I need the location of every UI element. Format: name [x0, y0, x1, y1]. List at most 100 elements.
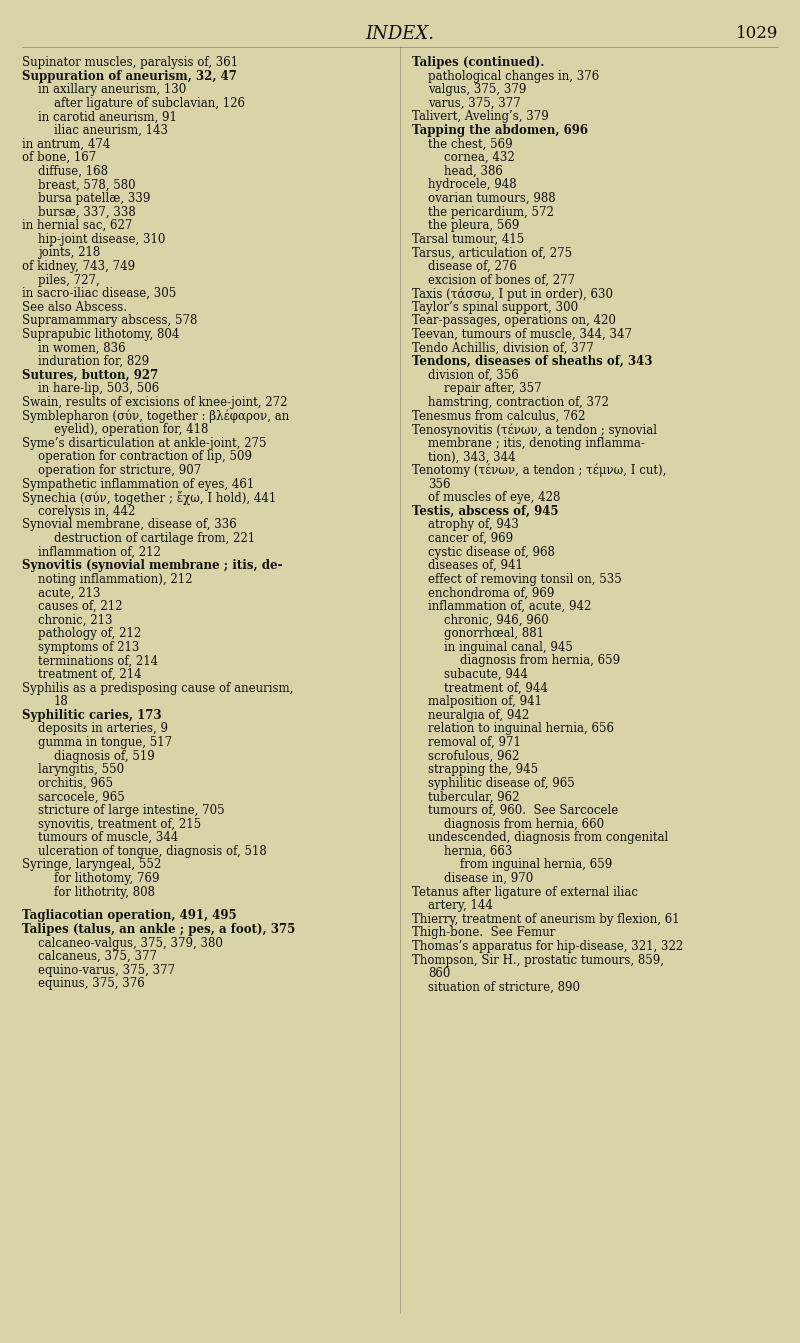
Text: malposition of, 941: malposition of, 941	[428, 696, 542, 708]
Text: tion), 343, 344: tion), 343, 344	[428, 450, 516, 463]
Text: in axillary aneurism, 130: in axillary aneurism, 130	[38, 83, 186, 97]
Text: Synechia (σύν, together ; ἔχω, I hold), 441: Synechia (σύν, together ; ἔχω, I hold), …	[22, 492, 276, 505]
Text: subacute, 944: subacute, 944	[444, 667, 528, 681]
Text: deposits in arteries, 9: deposits in arteries, 9	[38, 723, 168, 736]
Text: Syme’s disarticulation at ankle-joint, 275: Syme’s disarticulation at ankle-joint, 2…	[22, 436, 266, 450]
Text: terminations of, 214: terminations of, 214	[38, 654, 158, 667]
Text: operation for contraction of lip, 509: operation for contraction of lip, 509	[38, 450, 252, 463]
Text: operation for stricture, 907: operation for stricture, 907	[38, 463, 202, 477]
Text: hamstring, contraction of, 372: hamstring, contraction of, 372	[428, 396, 609, 410]
Text: piles, 727,: piles, 727,	[38, 274, 100, 286]
Text: See also Abscess.: See also Abscess.	[22, 301, 127, 314]
Text: chronic, 946, 960: chronic, 946, 960	[444, 614, 549, 627]
Text: diffuse, 168: diffuse, 168	[38, 165, 108, 177]
Text: corelysis in, 442: corelysis in, 442	[38, 505, 135, 518]
Text: calcaneus, 375, 377: calcaneus, 375, 377	[38, 951, 157, 963]
Text: symptoms of 213: symptoms of 213	[38, 641, 139, 654]
Text: INDEX.: INDEX.	[366, 26, 434, 43]
Text: Taylor’s spinal support, 300: Taylor’s spinal support, 300	[412, 301, 578, 314]
Text: valgus, 375, 379: valgus, 375, 379	[428, 83, 526, 97]
Text: scrofulous, 962: scrofulous, 962	[428, 749, 519, 763]
Text: in women, 836: in women, 836	[38, 341, 126, 355]
Text: ovarian tumours, 988: ovarian tumours, 988	[428, 192, 556, 205]
Text: acute, 213: acute, 213	[38, 587, 101, 599]
Text: excision of bones of, 277: excision of bones of, 277	[428, 274, 575, 286]
Text: Sympathetic inflammation of eyes, 461: Sympathetic inflammation of eyes, 461	[22, 478, 254, 490]
Text: from inguinal hernia, 659: from inguinal hernia, 659	[460, 858, 612, 872]
Text: gumma in tongue, 517: gumma in tongue, 517	[38, 736, 172, 749]
Text: Syphilis as a predisposing cause of aneurism,: Syphilis as a predisposing cause of aneu…	[22, 682, 294, 694]
Text: membrane ; itis, denoting inflamma-: membrane ; itis, denoting inflamma-	[428, 436, 645, 450]
Text: enchondroma of, 969: enchondroma of, 969	[428, 587, 554, 599]
Text: Tendons, diseases of sheaths of, 343: Tendons, diseases of sheaths of, 343	[412, 355, 653, 368]
Text: pathological changes in, 376: pathological changes in, 376	[428, 70, 599, 83]
Text: 860: 860	[428, 967, 450, 980]
Text: synovitis, treatment of, 215: synovitis, treatment of, 215	[38, 818, 201, 830]
Text: inflammation of, acute, 942: inflammation of, acute, 942	[428, 600, 591, 612]
Text: for lithotomy, 769: for lithotomy, 769	[54, 872, 159, 885]
Text: disease of, 276: disease of, 276	[428, 261, 517, 273]
Text: relation to inguinal hernia, 656: relation to inguinal hernia, 656	[428, 723, 614, 736]
Text: cornea, 432: cornea, 432	[444, 152, 514, 164]
Text: laryngitis, 550: laryngitis, 550	[38, 763, 124, 776]
Text: strapping the, 945: strapping the, 945	[428, 763, 538, 776]
Text: 356: 356	[428, 478, 450, 490]
Text: pathology of, 212: pathology of, 212	[38, 627, 142, 641]
Text: Tapping the abdomen, 696: Tapping the abdomen, 696	[412, 124, 588, 137]
Text: situation of stricture, 890: situation of stricture, 890	[428, 980, 580, 994]
Text: Supramammary abscess, 578: Supramammary abscess, 578	[22, 314, 198, 328]
Text: artery, 144: artery, 144	[428, 900, 493, 912]
Text: Syphilitic caries, 173: Syphilitic caries, 173	[22, 709, 162, 721]
Text: head, 386: head, 386	[444, 165, 503, 177]
Text: noting inflammation), 212: noting inflammation), 212	[38, 573, 193, 586]
Text: the pleura, 569: the pleura, 569	[428, 219, 519, 232]
Text: stricture of large intestine, 705: stricture of large intestine, 705	[38, 804, 225, 817]
Text: in carotid aneurism, 91: in carotid aneurism, 91	[38, 110, 177, 124]
Text: division of, 356: division of, 356	[428, 369, 518, 381]
Text: for lithotrity, 808: for lithotrity, 808	[54, 885, 155, 898]
Text: bursa patellæ, 339: bursa patellæ, 339	[38, 192, 150, 205]
Text: syphilitic disease of, 965: syphilitic disease of, 965	[428, 776, 574, 790]
Text: in inguinal canal, 945: in inguinal canal, 945	[444, 641, 573, 654]
Text: Talipes (talus, an ankle ; pes, a foot), 375: Talipes (talus, an ankle ; pes, a foot),…	[22, 923, 295, 936]
Text: Tendo Achillis, division of, 377: Tendo Achillis, division of, 377	[412, 341, 594, 355]
Text: Tenosynovitis (τένων, a tendon ; synovial: Tenosynovitis (τένων, a tendon ; synovia…	[412, 423, 657, 436]
Text: disease in, 970: disease in, 970	[444, 872, 534, 885]
Text: Tarsal tumour, 415: Tarsal tumour, 415	[412, 232, 524, 246]
Text: Supinator muscles, paralysis of, 361: Supinator muscles, paralysis of, 361	[22, 56, 238, 68]
Text: Thompson, Sir H., prostatic tumours, 859,: Thompson, Sir H., prostatic tumours, 859…	[412, 954, 664, 967]
Text: induration for, 829: induration for, 829	[38, 355, 149, 368]
Text: sarcocele, 965: sarcocele, 965	[38, 791, 125, 803]
Text: Symblepharon (σύν, together : βλέφαρον, an: Symblepharon (σύν, together : βλέφαρον, …	[22, 410, 290, 423]
Text: Tenotomy (τένων, a tendon ; τέμνω, I cut),: Tenotomy (τένων, a tendon ; τέμνω, I cut…	[412, 463, 666, 478]
Text: eyelid), operation for, 418: eyelid), operation for, 418	[54, 423, 208, 436]
Text: hydrocele, 948: hydrocele, 948	[428, 179, 517, 192]
Text: Suppuration of aneurism, 32, 47: Suppuration of aneurism, 32, 47	[22, 70, 237, 83]
Text: treatment of, 214: treatment of, 214	[38, 667, 142, 681]
Text: tumours of muscle, 344: tumours of muscle, 344	[38, 831, 178, 845]
Text: 1029: 1029	[736, 26, 778, 42]
Text: Syringe, laryngeal, 552: Syringe, laryngeal, 552	[22, 858, 162, 872]
Text: joints, 218: joints, 218	[38, 246, 100, 259]
Text: Taxis (τάσσω, I put in order), 630: Taxis (τάσσω, I put in order), 630	[412, 287, 613, 301]
Text: varus, 375, 377: varus, 375, 377	[428, 97, 521, 110]
Text: repair after, 357: repair after, 357	[444, 383, 542, 395]
Text: in hare-lip, 503, 506: in hare-lip, 503, 506	[38, 383, 159, 395]
Text: diagnosis from hernia, 659: diagnosis from hernia, 659	[460, 654, 620, 667]
Text: tubercular, 962: tubercular, 962	[428, 791, 519, 803]
Text: effect of removing tonsil on, 535: effect of removing tonsil on, 535	[428, 573, 622, 586]
Text: Testis, abscess of, 945: Testis, abscess of, 945	[412, 505, 558, 518]
Text: destruction of cartilage from, 221: destruction of cartilage from, 221	[54, 532, 255, 545]
Text: the pericardium, 572: the pericardium, 572	[428, 205, 554, 219]
Text: inflammation of, 212: inflammation of, 212	[38, 545, 161, 559]
Text: calcaneo-valgus, 375, 379, 380: calcaneo-valgus, 375, 379, 380	[38, 936, 223, 950]
Text: cancer of, 969: cancer of, 969	[428, 532, 513, 545]
Text: of muscles of eye, 428: of muscles of eye, 428	[428, 492, 560, 504]
Text: Thomas’s apparatus for hip-disease, 321, 322: Thomas’s apparatus for hip-disease, 321,…	[412, 940, 683, 954]
Text: diseases of, 941: diseases of, 941	[428, 559, 523, 572]
Text: diagnosis from hernia, 660: diagnosis from hernia, 660	[444, 818, 604, 830]
Text: Sutures, button, 927: Sutures, button, 927	[22, 369, 158, 381]
Text: Synovial membrane, disease of, 336: Synovial membrane, disease of, 336	[22, 518, 237, 532]
Text: gonorrhœal, 881: gonorrhœal, 881	[444, 627, 544, 641]
Text: iliac aneurism, 143: iliac aneurism, 143	[54, 124, 168, 137]
